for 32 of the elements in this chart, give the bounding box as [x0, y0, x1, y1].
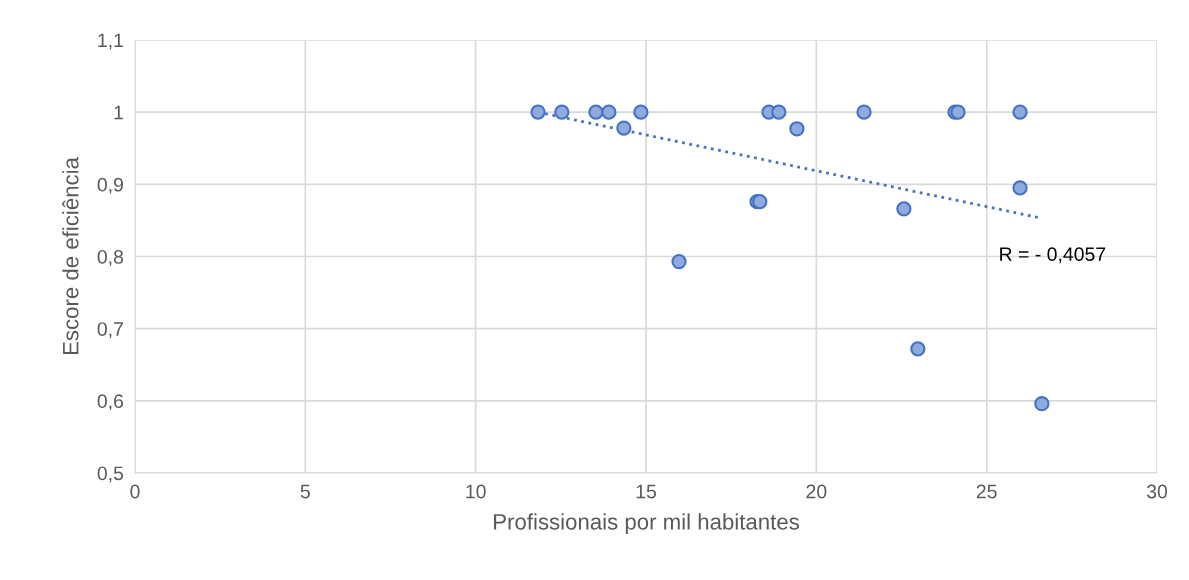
x-tick-label: 25 — [976, 484, 997, 499]
point — [856, 104, 872, 120]
point — [588, 104, 604, 120]
point — [554, 104, 570, 120]
y-tick-label: 0,5 — [97, 466, 124, 483]
x-tick-label: 15 — [636, 484, 656, 499]
x-tick-label: 0 — [130, 484, 140, 499]
point — [530, 104, 546, 120]
point — [771, 104, 787, 120]
annotation: R = - 0,4057 — [1000, 247, 1106, 264]
y-axis-title: Escore de eficiência — [62, 157, 79, 355]
x-tick-label: 10 — [466, 484, 486, 499]
point — [1012, 180, 1028, 196]
point — [633, 104, 649, 120]
y-tick-label: 0,8 — [97, 249, 124, 267]
x-axis-title: Profissionais por mil habitantes — [494, 513, 799, 535]
point — [601, 104, 617, 120]
y-tick-label: 1 — [114, 105, 123, 120]
y-tick-label: 0,9 — [97, 177, 123, 194]
point — [671, 253, 687, 270]
point — [1012, 104, 1028, 120]
point — [1034, 396, 1050, 412]
point — [616, 120, 632, 136]
y-tick-label: 1,1 — [98, 33, 123, 50]
x-tick-label: 20 — [806, 484, 827, 499]
point — [896, 201, 912, 217]
point — [789, 121, 805, 137]
x-tick-label: 30 — [1146, 484, 1168, 499]
x-tick-label: 5 — [300, 484, 310, 499]
y-tick-label: 0,6 — [97, 394, 124, 411]
point — [910, 341, 926, 357]
y-tick-label: 0,7 — [97, 322, 123, 339]
